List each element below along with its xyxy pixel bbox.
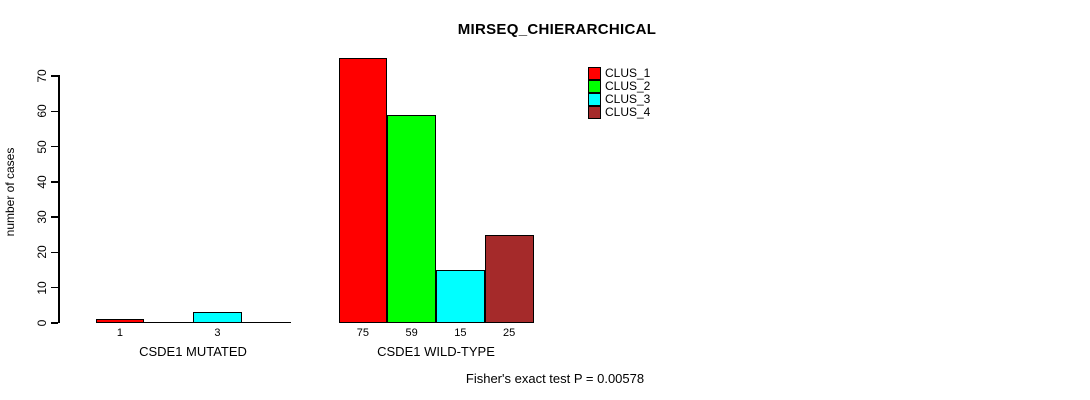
y-axis-label: number of cases bbox=[3, 147, 17, 237]
y-axis-tick-label: 30 bbox=[35, 210, 49, 224]
legend-item: CLUS_3 bbox=[588, 93, 650, 106]
legend-label: CLUS_4 bbox=[605, 105, 651, 119]
chart-title: MIRSEQ_CHIERARCHICAL bbox=[457, 21, 657, 38]
y-axis-tick bbox=[51, 75, 58, 77]
y-axis-tick-label: 40 bbox=[35, 175, 49, 189]
legend-label: CLUS_1 bbox=[605, 66, 651, 80]
y-axis-tick bbox=[51, 251, 58, 254]
bar-value-label: 25 bbox=[503, 327, 516, 339]
bar-clus_3 bbox=[436, 270, 485, 323]
y-axis-line bbox=[58, 75, 60, 323]
fisher-test-annotation: Fisher's exact test P = 0.00578 bbox=[465, 371, 645, 386]
bar-value-label: 3 bbox=[214, 327, 221, 339]
bar-clus_1 bbox=[338, 58, 388, 323]
legend-swatch-clus_4 bbox=[588, 106, 601, 119]
bar-value-label: 59 bbox=[405, 327, 418, 339]
y-axis-tick-label: 20 bbox=[35, 245, 49, 260]
legend-label: CLUS_2 bbox=[605, 79, 651, 93]
y-axis-tick bbox=[51, 322, 58, 324]
legend: CLUS_1 CLUS_2 CLUS_3 CLUS_4 bbox=[588, 67, 650, 119]
bar-clus_4 bbox=[484, 234, 534, 323]
y-axis-tick-label: 60 bbox=[35, 104, 49, 118]
y-axis-tick bbox=[51, 145, 58, 148]
legend-item: CLUS_2 bbox=[588, 80, 650, 93]
group-label: CSDE1 MUTATED bbox=[139, 344, 247, 359]
legend-label: CLUS_3 bbox=[605, 92, 651, 106]
y-axis-tick-label: 0 bbox=[35, 319, 49, 327]
y-axis-tick bbox=[51, 216, 58, 218]
y-axis-tick bbox=[51, 110, 58, 113]
y-axis-tick-label: 50 bbox=[35, 139, 49, 154]
legend-swatch-clus_1 bbox=[588, 67, 601, 80]
legend-swatch-clus_3 bbox=[588, 93, 601, 106]
y-axis-tick bbox=[51, 181, 58, 183]
legend-swatch-clus_2 bbox=[588, 80, 601, 93]
bar-clus_2 bbox=[387, 114, 436, 323]
y-axis-tick bbox=[51, 286, 58, 289]
y-axis-tick-label: 10 bbox=[35, 281, 49, 295]
bar-value-label: 1 bbox=[116, 327, 123, 339]
bar-value-label: 75 bbox=[356, 327, 369, 339]
bar-clus_3 bbox=[193, 312, 242, 323]
legend-item: CLUS_4 bbox=[588, 106, 650, 119]
bar-clus_1 bbox=[95, 319, 145, 323]
y-axis-tick-label: 70 bbox=[35, 69, 49, 83]
legend-item: CLUS_1 bbox=[588, 67, 650, 80]
group-label: CSDE1 WILD-TYPE bbox=[377, 344, 495, 359]
bar-value-label: 15 bbox=[454, 327, 467, 339]
